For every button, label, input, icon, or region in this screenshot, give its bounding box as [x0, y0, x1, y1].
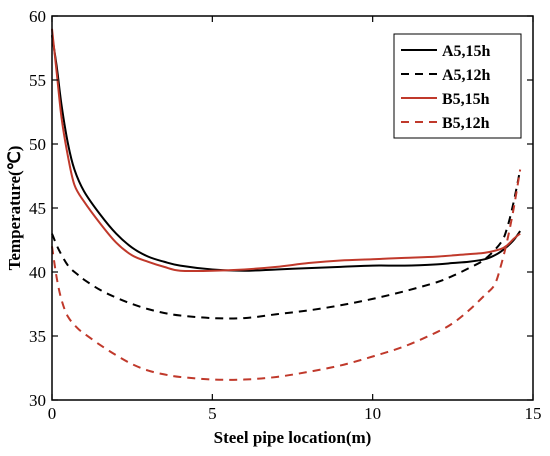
y-tick-label: 55 [29, 71, 46, 90]
y-tick-label: 30 [29, 391, 46, 410]
series-layer [51, 28, 522, 381]
y-tick-label: 50 [29, 135, 46, 154]
legend-label: A5,15h [442, 43, 491, 60]
legend-box [393, 33, 522, 139]
series-line-2 [51, 169, 522, 320]
y-tick-label: 60 [29, 7, 46, 26]
x-tick-label: 5 [208, 404, 217, 423]
x-tick-label: 0 [48, 404, 57, 423]
legend: A5,15h A5,12h B5,15h B5,12h [393, 33, 522, 139]
x-tick-label: 10 [364, 404, 381, 423]
y-axis-title: Temperature(℃) [5, 146, 24, 271]
legend-label: B5,12h [442, 115, 490, 132]
series-line-1 [51, 35, 521, 272]
y-tick-label: 35 [29, 327, 46, 346]
x-axis-title: Steel pipe location(m) [214, 428, 372, 447]
legend-label: A5,12h [442, 67, 491, 84]
y-tick-label: 45 [29, 199, 46, 218]
series-line-3 [51, 28, 521, 273]
series-line-4 [51, 169, 522, 381]
x-tick-label: 15 [525, 404, 542, 423]
plot-frame [51, 15, 534, 401]
y-tick-label: 40 [29, 263, 46, 282]
legend-label: B5,15h [442, 91, 490, 108]
